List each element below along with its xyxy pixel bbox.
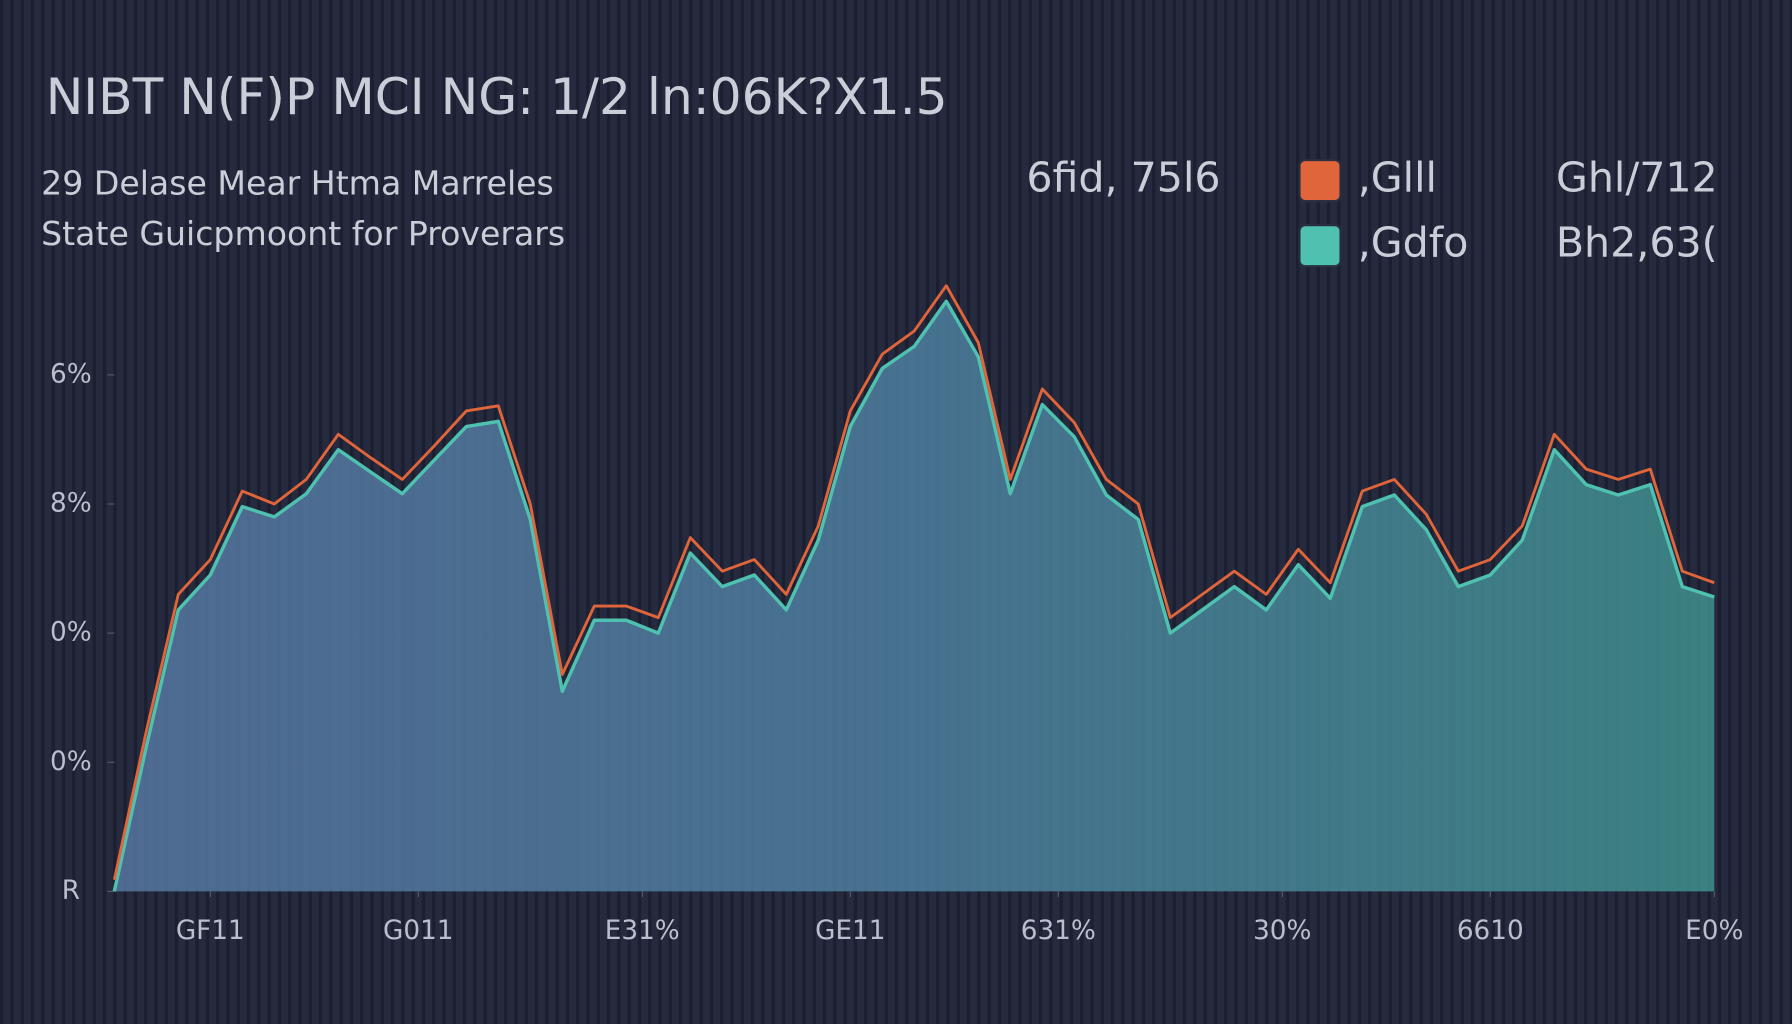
legend-swatch: [1298, 223, 1342, 268]
legend-value: Bh2,63(: [1556, 219, 1718, 267]
y-tick-label: 6%: [50, 359, 92, 389]
legend-value: Ghl/712: [1556, 154, 1718, 202]
x-tick-label: 631%: [1021, 916, 1096, 946]
legend-header: 6fid, 75l6: [1026, 154, 1220, 202]
area: [114, 301, 1715, 892]
y-tick-label: R: [62, 876, 80, 906]
line: [112, 284, 1715, 881]
legend-swatch: [1298, 158, 1342, 203]
x-tick-label: E31%: [605, 916, 680, 946]
y-tick-label: 0%: [50, 618, 92, 648]
subtitle: State Guicpmoont for Proverars: [41, 214, 565, 253]
x-tick-label: 30%: [1253, 916, 1311, 946]
subtitle: 29 Delase Mear Htma Marreles: [41, 164, 554, 203]
line: [112, 299, 1715, 892]
x-tick-label: GF11: [176, 916, 245, 946]
chart-title: NIBT N(F)P MCI NG: 1/2 ln:06K?X1.5: [46, 67, 948, 126]
legend-label: ,Gdfo: [1358, 219, 1469, 267]
x-tick-label: GE11: [815, 916, 885, 946]
x-tick-label: 6610: [1457, 916, 1524, 946]
y-tick-label: 0%: [50, 747, 92, 777]
y-tick-label: 8%: [50, 489, 92, 519]
x-tick-label: E0%: [1685, 916, 1743, 946]
x-tick-label: G011: [383, 916, 454, 946]
legend-label: ,Glll: [1358, 154, 1437, 202]
plot: R 0% 0% 8% 6% GF11 G011 E31% GE11 631% 30% 6610 E0%,…: [50, 154, 1743, 946]
